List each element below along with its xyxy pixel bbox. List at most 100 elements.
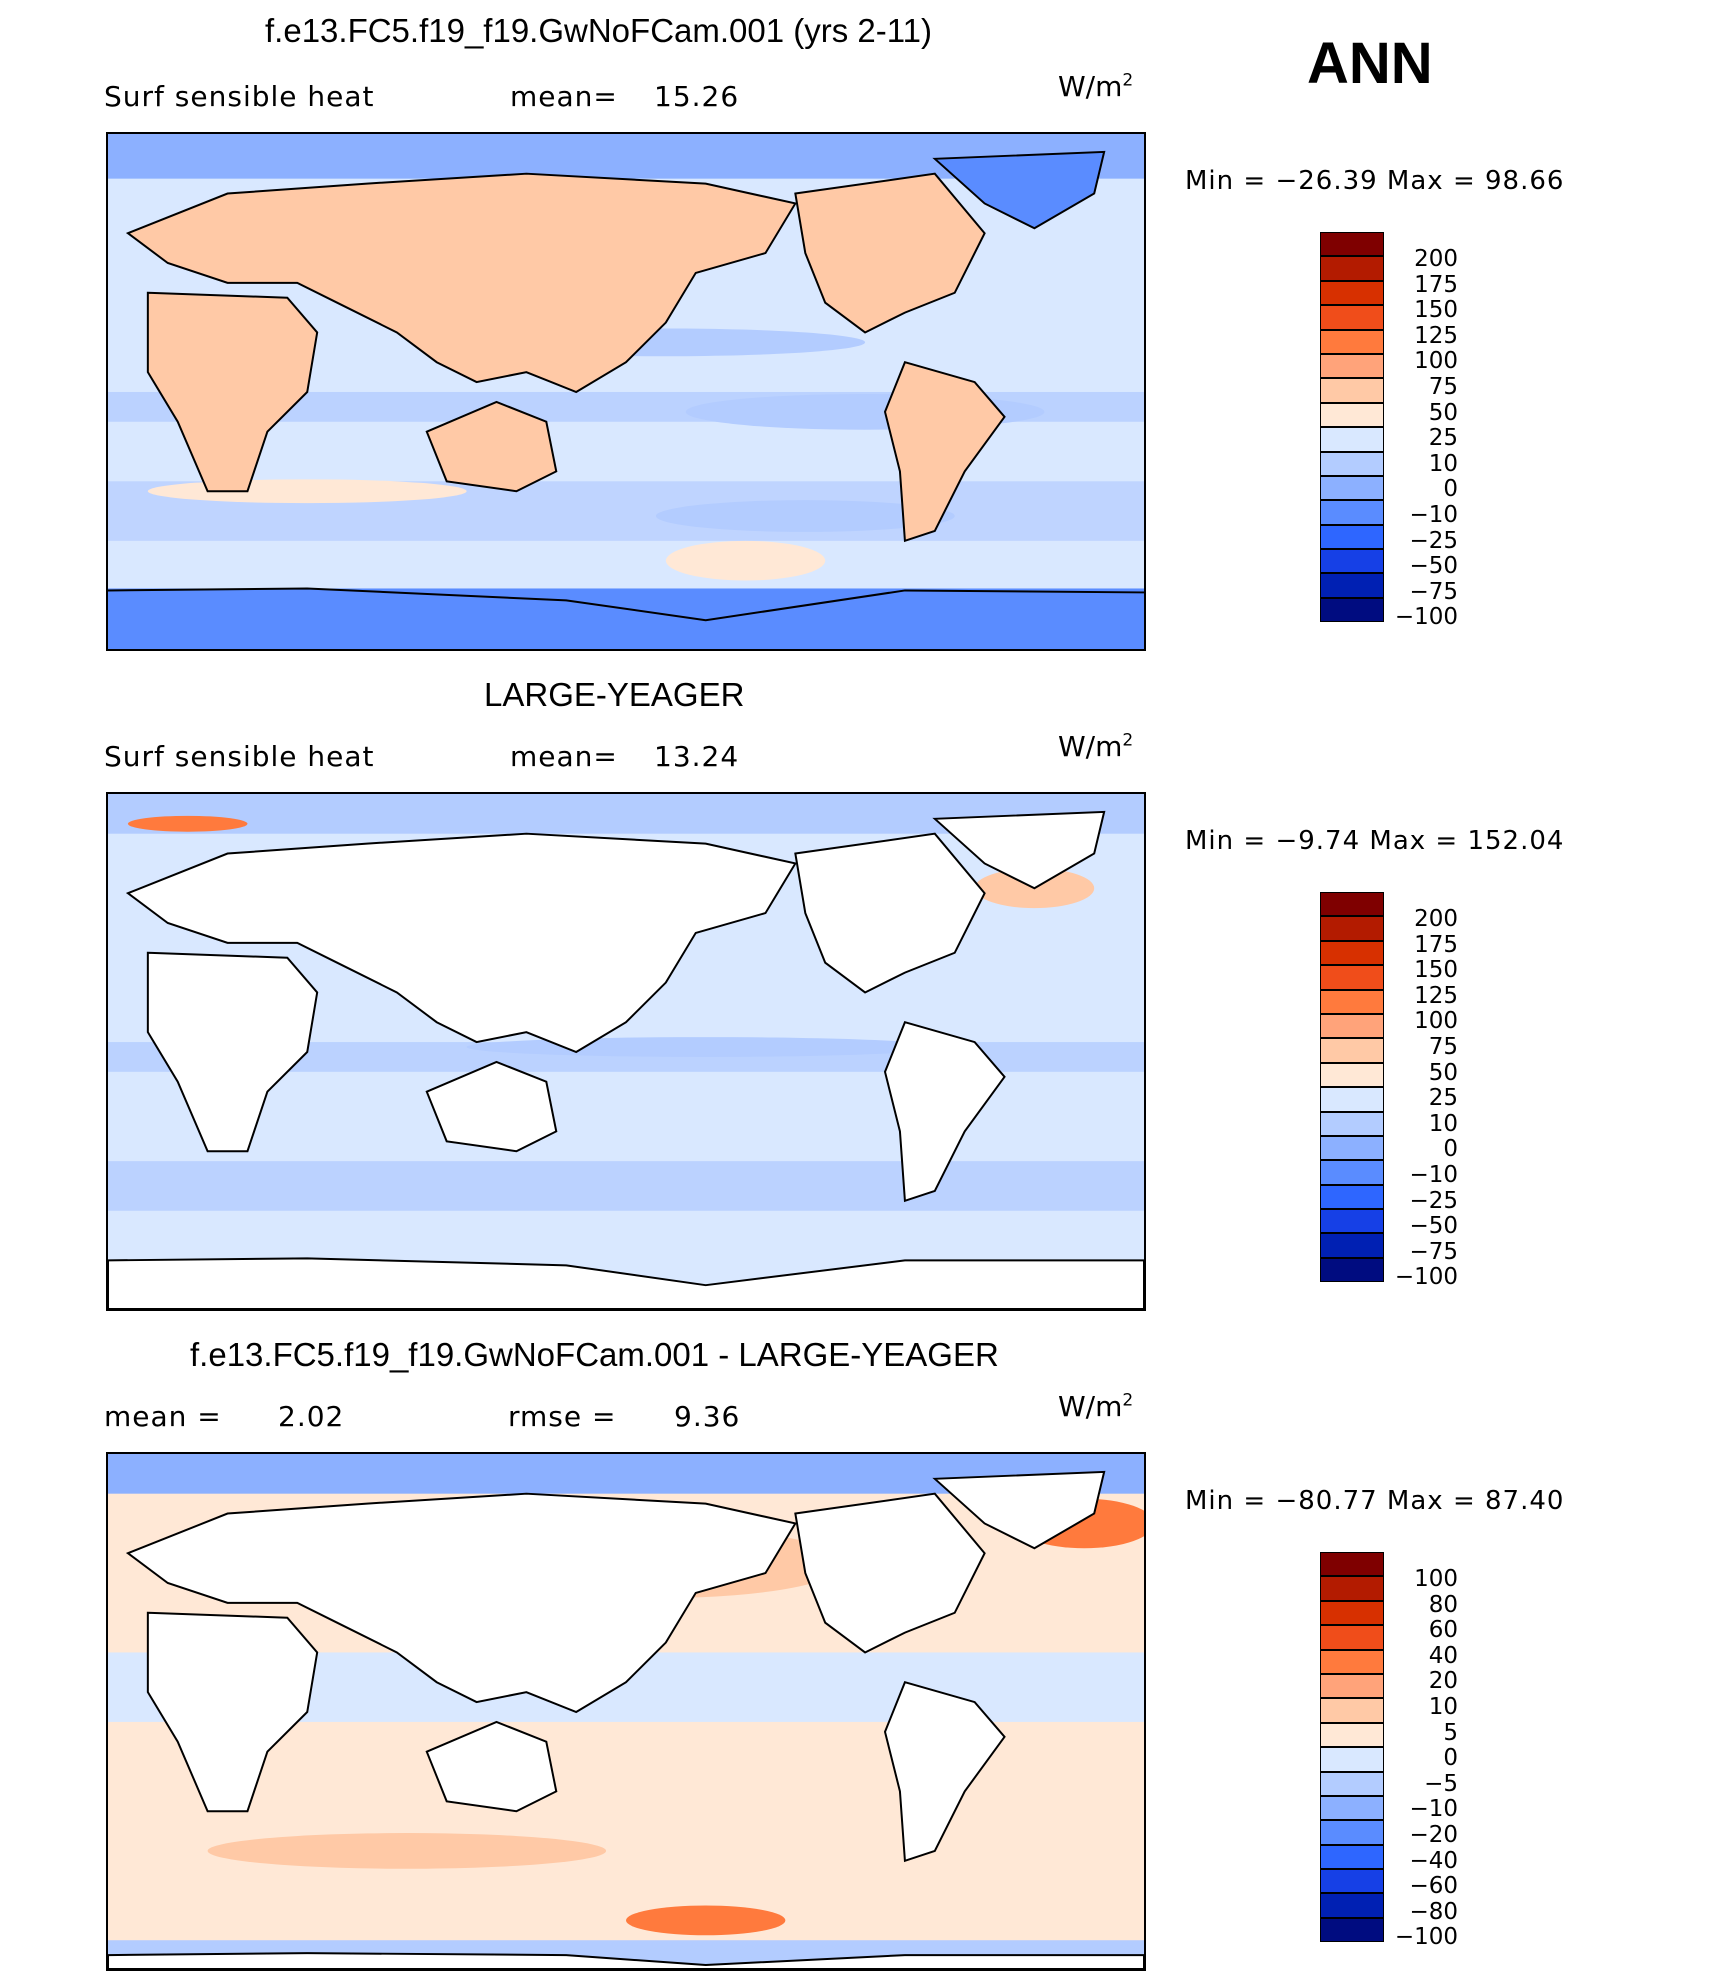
colorbar-box xyxy=(1320,1576,1384,1601)
panel3-rmse-label: rmse = xyxy=(508,1400,617,1433)
colorbar-box xyxy=(1320,402,1384,428)
colorbar-label: 40 xyxy=(1428,1642,1458,1669)
colorbar-box xyxy=(1320,1111,1384,1136)
colorbar-box xyxy=(1320,1893,1384,1918)
colorbar-box xyxy=(1320,1552,1384,1577)
colorbar-label: 5 xyxy=(1443,1719,1458,1746)
panel1-colorbar-labels: 200 175 150 125 100 75 50 25 10 0 −10 −2… xyxy=(1378,246,1458,631)
colorbar-box xyxy=(1320,1013,1384,1039)
panel2-units: W/m2 xyxy=(1058,730,1134,763)
colorbar-box xyxy=(1320,989,1384,1014)
panel3-mean-value: 2.02 xyxy=(278,1400,345,1433)
colorbar-label: −60 xyxy=(1409,1873,1458,1900)
panel3-title: f.e13.FC5.f19_f19.GwNoFCam.001 - LARGE-Y… xyxy=(190,1336,999,1373)
panel1-variable-label: Surf sensible heat xyxy=(104,80,375,113)
colorbar-label: −25 xyxy=(1409,527,1458,554)
colorbar-box xyxy=(1320,1795,1384,1821)
colorbar-box xyxy=(1320,280,1384,306)
season-label: ANN xyxy=(1307,31,1433,96)
panel3-map xyxy=(106,1452,1146,1971)
colorbar-label: −5 xyxy=(1424,1770,1458,1797)
colorbar-label: 75 xyxy=(1428,373,1458,400)
panel1-mean-label: mean= xyxy=(510,80,618,113)
colorbar-box xyxy=(1320,232,1384,257)
colorbar-box xyxy=(1320,378,1384,403)
colorbar-box xyxy=(1320,524,1384,550)
colorbar-box xyxy=(1320,353,1384,379)
colorbar-label: 100 xyxy=(1414,348,1458,375)
colorbar-box xyxy=(1320,1917,1384,1943)
colorbar-box xyxy=(1320,451,1384,476)
colorbar-label: 75 xyxy=(1428,1033,1458,1060)
colorbar-box xyxy=(1320,305,1384,330)
colorbar-label: −50 xyxy=(1409,553,1458,580)
panel1-mean-value: 15.26 xyxy=(654,80,740,113)
colorbar-box xyxy=(1320,329,1384,354)
colorbar-label: 50 xyxy=(1428,399,1458,426)
colorbar-box xyxy=(1320,256,1384,281)
colorbar-box xyxy=(1320,1820,1384,1845)
panel3-minmax: Min = −80.77 Max = 87.40 xyxy=(1185,1486,1565,1516)
colorbar-box xyxy=(1320,500,1384,525)
colorbar-box xyxy=(1320,1038,1384,1063)
colorbar-box xyxy=(1320,549,1384,574)
colorbar-box xyxy=(1320,1135,1384,1161)
colorbar-box xyxy=(1320,597,1384,623)
colorbar-label: −100 xyxy=(1394,604,1458,631)
colorbar-box xyxy=(1320,1160,1384,1185)
colorbar-label: −80 xyxy=(1409,1898,1458,1925)
panel1-units: W/m2 xyxy=(1058,70,1134,103)
panel3-units: W/m2 xyxy=(1058,1390,1134,1423)
panel3-mean-label: mean = xyxy=(104,1400,222,1433)
panel2-map xyxy=(106,792,1146,1311)
panel2-colorbar-labels: 200 175 150 125 100 75 50 25 10 0 −10 −2… xyxy=(1378,906,1458,1291)
colorbar-box xyxy=(1320,1062,1384,1088)
colorbar-box xyxy=(1320,1233,1384,1258)
panel1-map xyxy=(106,132,1146,651)
colorbar-box xyxy=(1320,1844,1384,1870)
colorbar-label: −100 xyxy=(1394,1924,1458,1951)
panel2-colorbar xyxy=(1320,892,1384,1283)
colorbar-box xyxy=(1320,916,1384,941)
panel3-colorbar xyxy=(1320,1552,1384,1943)
colorbar-label: 10 xyxy=(1428,1110,1458,1137)
colorbar-label: 200 xyxy=(1414,906,1458,932)
colorbar-box xyxy=(1320,573,1384,598)
panel1-colorbar xyxy=(1320,232,1384,623)
colorbar-label: 100 xyxy=(1414,1008,1458,1035)
colorbar-label: 150 xyxy=(1414,957,1458,984)
colorbar-box xyxy=(1320,1722,1384,1748)
panel2-title: LARGE-YEAGER xyxy=(484,676,745,713)
colorbar-box xyxy=(1320,475,1384,501)
colorbar-label: 100 xyxy=(1414,1566,1458,1592)
colorbar-box xyxy=(1320,892,1384,917)
colorbar-label: −75 xyxy=(1409,578,1458,605)
colorbar-box xyxy=(1320,1184,1384,1210)
colorbar-label: 175 xyxy=(1414,931,1458,958)
colorbar-label: 50 xyxy=(1428,1059,1458,1086)
colorbar-box xyxy=(1320,1625,1384,1650)
colorbar-label: 10 xyxy=(1428,450,1458,477)
colorbar-label: 20 xyxy=(1428,1668,1458,1695)
panel2-variable-label: Surf sensible heat xyxy=(104,740,375,773)
panel2-mean-value: 13.24 xyxy=(654,740,740,773)
colorbar-box xyxy=(1320,1649,1384,1674)
colorbar-box xyxy=(1320,1257,1384,1283)
colorbar-label: −75 xyxy=(1409,1238,1458,1265)
colorbar-box xyxy=(1320,1869,1384,1894)
colorbar-label: 25 xyxy=(1428,425,1458,452)
colorbar-label: 25 xyxy=(1428,1085,1458,1112)
colorbar-box xyxy=(1320,1747,1384,1772)
colorbar-label: −100 xyxy=(1394,1264,1458,1291)
panel3-rmse-value: 9.36 xyxy=(674,1400,741,1433)
colorbar-label: 0 xyxy=(1443,1136,1458,1163)
panel2-minmax: Min = −9.74 Max = 152.04 xyxy=(1185,826,1565,856)
panel2-mean-label: mean= xyxy=(510,740,618,773)
colorbar-label: 200 xyxy=(1414,246,1458,272)
colorbar-label: 125 xyxy=(1414,322,1458,349)
colorbar-label: 80 xyxy=(1428,1591,1458,1618)
colorbar-box xyxy=(1320,1209,1384,1234)
colorbar-label: −50 xyxy=(1409,1213,1458,1240)
colorbar-label: 125 xyxy=(1414,982,1458,1009)
colorbar-label: 0 xyxy=(1443,476,1458,503)
